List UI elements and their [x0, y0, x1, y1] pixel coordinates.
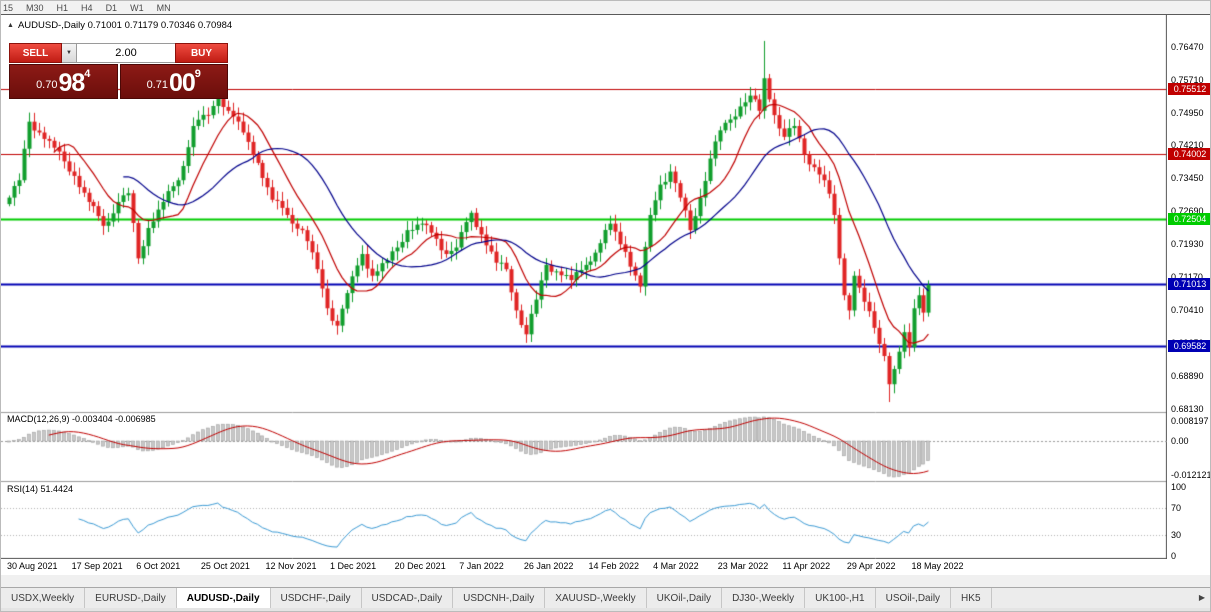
- date-label: 11 Apr 2022: [782, 561, 831, 571]
- date-axis[interactable]: 30 Aug 2021 17 Sep 2021 6 Oct 2021 25 Oct 2…: [1, 559, 1168, 575]
- buy-price-big: 00: [168, 69, 196, 97]
- date-label: 30 Aug 2021: [7, 561, 58, 571]
- chart-tab-eurusd[interactable]: EURUSD-,Daily: [85, 588, 177, 608]
- price-tick: 0.74210: [1171, 140, 1204, 151]
- level-price-badge: 0.69582: [1168, 339, 1210, 352]
- chart-tab-bar: USDX,Weekly EURUSD-,Daily AUDUSD-,Daily USD…: [1, 587, 1210, 608]
- price-tick: 0.70410: [1171, 305, 1204, 316]
- timeframe-toolbar: 15 M30 H1 H4 D1 W1 MN: [1, 1, 1210, 15]
- rsi-axis-label: 70: [1171, 502, 1182, 513]
- chart-tab-usdcad[interactable]: USDCAD-,Daily: [361, 588, 454, 608]
- timeframe-mn[interactable]: MN: [156, 2, 171, 13]
- timeframe-h1[interactable]: H1: [56, 2, 69, 13]
- volume-dropdown-icon[interactable]: ▼: [62, 43, 77, 63]
- macd-indicator-label: MACD(12,26,9) -0.003404 -0.006985: [7, 414, 156, 424]
- price-tick: 0.72690: [1171, 206, 1204, 217]
- price-tick: 0.68890: [1171, 370, 1204, 381]
- price-tick: 0.71930: [1171, 239, 1204, 250]
- level-price-badge: 0.71013: [1168, 277, 1210, 290]
- price-tick: 0.73450: [1171, 173, 1204, 184]
- chart-tab-xauusd[interactable]: XAUUSD-,Weekly: [545, 588, 647, 608]
- macd-values: -0.003404 -0.006985: [72, 414, 156, 424]
- volume-input[interactable]: 2.00: [77, 43, 175, 63]
- date-label: 23 Mar 2022: [717, 561, 769, 571]
- rsi-value: 51.4424: [40, 484, 74, 494]
- tab-scroll-right-icon[interactable]: ▶: [1198, 593, 1206, 602]
- date-label: 25 Oct 2021: [200, 561, 250, 571]
- sell-button[interactable]: SELL: [9, 43, 62, 63]
- price-tick: 0.74950: [1171, 107, 1204, 118]
- rsi-axis-label: 100: [1171, 482, 1187, 492]
- price-tick: 0.76470: [1171, 42, 1204, 52]
- date-label: 12 Nov 2021: [265, 561, 317, 571]
- date-label: 7 Jan 2022: [459, 561, 504, 571]
- price-tick: 0.68130: [1171, 403, 1204, 414]
- timeframe-15[interactable]: 15: [3, 2, 14, 13]
- sell-price-display: 0.70 98 4: [9, 64, 118, 99]
- macd-axis-label: -0.012121: [1171, 470, 1211, 480]
- bottom-strip: [1, 575, 1210, 587]
- level-price-badge: 0.72504: [1168, 213, 1210, 226]
- chart-tab-usdchf[interactable]: USDCHF-,Daily: [270, 588, 362, 608]
- date-label: 20 Dec 2021: [394, 561, 446, 571]
- macd-axis-label: 0.008197: [1171, 416, 1209, 426]
- timeframe-w1[interactable]: W1: [130, 2, 144, 13]
- symbol-ohlc-header: ▲ AUDUSD-,Daily 0.71001 0.71179 0.70346 …: [7, 20, 232, 31]
- chart-tab-ukoil[interactable]: UKOil-,Daily: [646, 588, 723, 608]
- price-axis[interactable]: 0.76470 0.75710 0.74950 0.74210 0.73450 0.726…: [1168, 15, 1211, 561]
- buy-price-pipette: 9: [194, 68, 201, 80]
- price-tick: 0.71170: [1171, 272, 1203, 282]
- collapse-trade-panel-icon[interactable]: ▲: [7, 22, 14, 29]
- chart-tab-uk100[interactable]: UK100-,H1: [805, 588, 876, 608]
- buy-price-prefix: 0.71: [146, 79, 168, 91]
- sell-price-big: 98: [58, 69, 85, 97]
- date-label: 17 Sep 2021: [71, 561, 123, 571]
- buy-button[interactable]: BUY: [175, 43, 228, 63]
- chart-tab-audusd[interactable]: AUDUSD-,Daily: [176, 588, 271, 608]
- symbol-ohlc-text: AUDUSD-,Daily 0.71001 0.71179 0.70346 0.…: [17, 20, 233, 31]
- date-label: 26 Jan 2022: [523, 561, 574, 571]
- rsi-indicator-label: RSI(14) 51.4424: [7, 484, 73, 494]
- date-label: 18 May 2022: [911, 561, 964, 571]
- rsi-axis-label: 30: [1171, 530, 1182, 541]
- chart-tab-dj30[interactable]: DJ30-,Weekly: [722, 588, 806, 608]
- window-bottom-edge: [1, 608, 1210, 611]
- date-label: 4 Mar 2022: [653, 561, 699, 571]
- timeframe-d1[interactable]: D1: [105, 2, 118, 13]
- price-tick: 0.75710: [1171, 74, 1204, 85]
- chart-tab-usdcnh[interactable]: USDCNH-,Daily: [453, 588, 546, 608]
- rsi-name: RSI(14): [7, 484, 39, 494]
- buy-price-display: 0.71 00 9: [119, 64, 228, 99]
- sell-price-prefix: 0.70: [36, 79, 58, 91]
- timeframe-m30[interactable]: M30: [26, 2, 44, 13]
- sell-price-pipette: 4: [84, 68, 91, 80]
- timeframe-h4[interactable]: H4: [81, 2, 93, 13]
- date-label: 14 Feb 2022: [588, 561, 640, 571]
- chart-tab-usdx[interactable]: USDX,Weekly: [1, 588, 86, 608]
- price-chart-canvas[interactable]: [1, 15, 1167, 559]
- date-label: 29 Apr 2022: [846, 561, 896, 571]
- date-label: 1 Dec 2021: [330, 561, 377, 571]
- rsi-axis-label: 0: [1171, 551, 1177, 561]
- chart-tab-hk5[interactable]: HK5: [951, 588, 992, 608]
- date-label: 6 Oct 2021: [136, 561, 181, 571]
- level-price-badge: 0.75512: [1168, 82, 1210, 95]
- level-price-badge: 0.74002: [1168, 148, 1210, 161]
- macd-axis-label: 0.00: [1171, 436, 1189, 446]
- chart-tab-usoil[interactable]: USOil-,Daily: [875, 588, 952, 608]
- one-click-trade-panel: SELL ▼ 2.00 BUY 0.70 98 4 0.71 00 9: [9, 43, 228, 99]
- macd-name: MACD(12,26,9): [7, 414, 70, 424]
